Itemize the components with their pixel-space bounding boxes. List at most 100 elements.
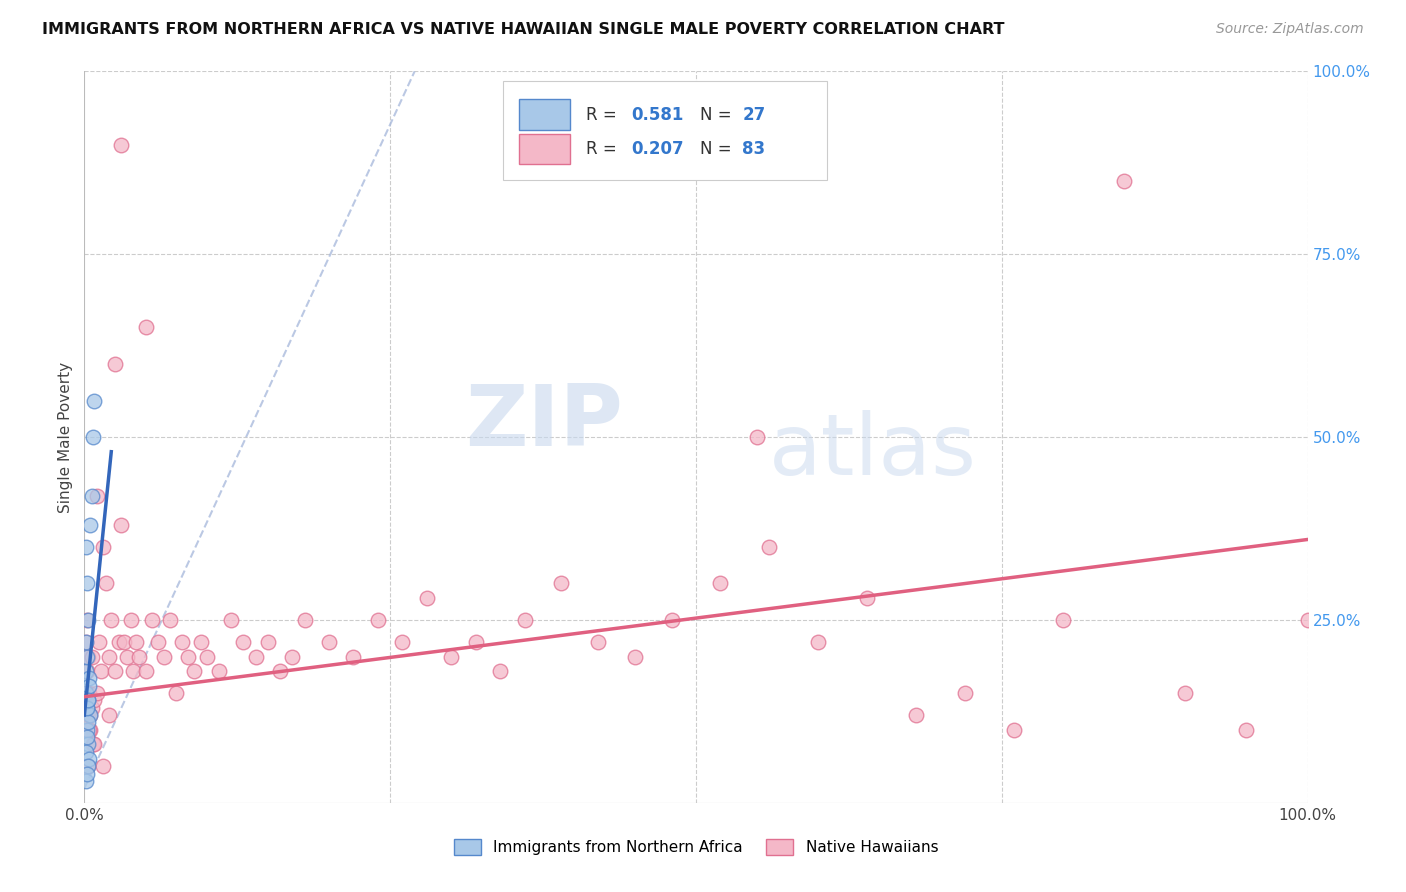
Point [464, 635, 486, 649]
Point [318, 635, 340, 649]
Point [550, 576, 572, 591]
Point [758, 540, 780, 554]
Point [77, 715, 100, 730]
Point [75, 664, 97, 678]
Point [586, 635, 609, 649]
Point [856, 591, 879, 605]
Text: 0.581: 0.581 [631, 105, 683, 123]
Point [624, 649, 647, 664]
Point [208, 664, 231, 678]
Point [391, 635, 413, 649]
Point [120, 613, 142, 627]
Point [1296, 613, 1319, 627]
Point [97, 708, 120, 723]
Point [110, 517, 132, 532]
Point [342, 649, 364, 664]
Point [245, 649, 267, 664]
Point [76, 700, 98, 714]
Point [77, 686, 100, 700]
Point [75, 635, 97, 649]
Point [76, 664, 98, 678]
Point [77, 613, 100, 627]
Text: 83: 83 [742, 140, 766, 158]
Point [76, 613, 98, 627]
Point [367, 613, 389, 627]
Point [294, 613, 316, 627]
Point [76, 686, 98, 700]
Point [75, 686, 97, 700]
Point [77, 679, 100, 693]
Point [257, 635, 280, 649]
Point [107, 635, 129, 649]
Point [96, 576, 118, 591]
Point [269, 664, 291, 678]
Point [104, 664, 127, 678]
Point [146, 635, 169, 649]
Point [1114, 174, 1136, 188]
Point [115, 649, 138, 664]
Point [183, 664, 205, 678]
Point [172, 635, 194, 649]
Point [82, 430, 104, 444]
Point [489, 664, 512, 678]
Y-axis label: Single Male Poverty: Single Male Poverty [58, 361, 73, 513]
Point [807, 635, 830, 649]
Point [77, 752, 100, 766]
Point [905, 708, 928, 723]
Point [513, 613, 536, 627]
Text: Source: ZipAtlas.com: Source: ZipAtlas.com [1216, 22, 1364, 37]
Text: 0.207: 0.207 [631, 140, 683, 158]
Point [128, 649, 150, 664]
Text: 27: 27 [742, 105, 766, 123]
Point [90, 664, 112, 678]
Point [87, 635, 110, 649]
Point [112, 635, 135, 649]
Point [195, 649, 218, 664]
Point [77, 759, 100, 773]
Bar [519, 134, 569, 164]
Point [76, 723, 98, 737]
Point [79, 517, 101, 532]
Point [76, 766, 98, 780]
Point [76, 730, 98, 744]
Point [104, 357, 127, 371]
Point [76, 576, 98, 591]
Text: R =: R = [586, 105, 621, 123]
Point [1174, 686, 1197, 700]
Point [80, 700, 103, 714]
Point [1052, 613, 1074, 627]
Point [153, 649, 176, 664]
Point [77, 723, 100, 737]
Point [80, 649, 103, 664]
Point [91, 759, 114, 773]
Point [1236, 723, 1258, 737]
Point [135, 664, 157, 678]
Point [75, 635, 97, 649]
Text: N =: N = [700, 105, 737, 123]
Point [77, 708, 100, 723]
Point [709, 576, 731, 591]
Point [77, 737, 100, 751]
Point [281, 649, 304, 664]
Point [953, 686, 976, 700]
Point [83, 693, 105, 707]
Point [100, 613, 122, 627]
Point [177, 649, 200, 664]
Point [75, 745, 97, 759]
Point [122, 664, 145, 678]
Text: R =: R = [586, 140, 621, 158]
Point [135, 320, 157, 334]
Point [86, 686, 108, 700]
FancyBboxPatch shape [503, 81, 827, 179]
Point [1002, 723, 1025, 737]
Point [82, 737, 104, 751]
Point [79, 723, 101, 737]
Point [79, 708, 101, 723]
Point [91, 540, 114, 554]
Point [76, 700, 98, 714]
Text: IMMIGRANTS FROM NORTHERN AFRICA VS NATIVE HAWAIIAN SINGLE MALE POVERTY CORRELATI: IMMIGRANTS FROM NORTHERN AFRICA VS NATIV… [42, 22, 1005, 37]
Legend: Immigrants from Northern Africa, Native Hawaiians: Immigrants from Northern Africa, Native … [447, 833, 945, 861]
Point [76, 649, 98, 664]
Point [747, 430, 769, 444]
Point [97, 649, 120, 664]
